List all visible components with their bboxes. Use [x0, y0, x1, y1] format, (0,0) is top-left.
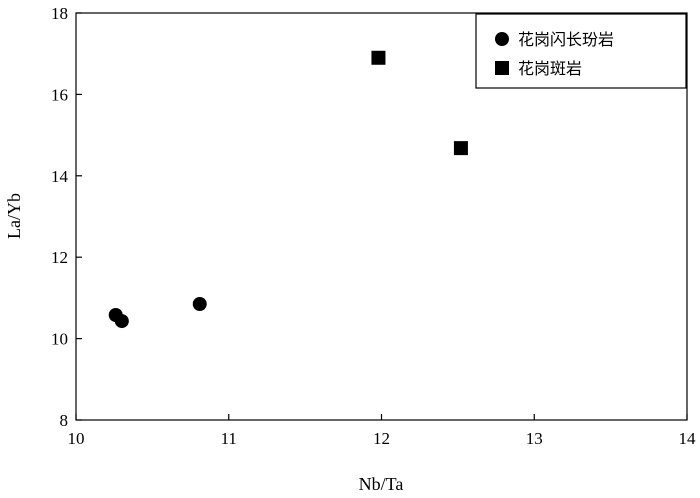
legend-square-marker: [495, 61, 509, 75]
x-tick-label-4: 14: [679, 429, 697, 448]
data-points: [108, 50, 468, 329]
data-point-s1-1: [453, 141, 468, 156]
y-tick-label-0: 8: [60, 411, 69, 430]
y-tick-label-2: 12: [51, 248, 68, 267]
y-tick-label-4: 16: [51, 85, 68, 104]
x-tick-label-0: 10: [68, 429, 85, 448]
axis-ticks: [75, 12, 688, 421]
x-tick-label-1: 11: [221, 429, 237, 448]
x-axis-title: Nb/Ta: [359, 474, 404, 494]
legend-label-granodiorite-porphyrite: 花岗闪长玢岩: [518, 30, 614, 49]
legend: 花岗闪长玢岩 花岗斑岩: [475, 13, 687, 89]
x-tick-label-2: 12: [373, 429, 390, 448]
y-tick-label-5: 18: [51, 4, 68, 23]
y-tick-label-3: 14: [51, 167, 69, 186]
y-tick-label-1: 10: [51, 330, 68, 349]
data-point-s1-0: [371, 50, 386, 65]
legend-box: [475, 13, 687, 89]
legend-circle-marker: [495, 32, 509, 46]
data-point-s0-1: [114, 314, 129, 329]
legend-label-granite-porphyry: 花岗斑岩: [518, 59, 582, 78]
data-point-s0-2: [192, 297, 207, 312]
x-tick-label-3: 13: [526, 429, 543, 448]
y-axis-title: La/Yb: [4, 193, 24, 239]
